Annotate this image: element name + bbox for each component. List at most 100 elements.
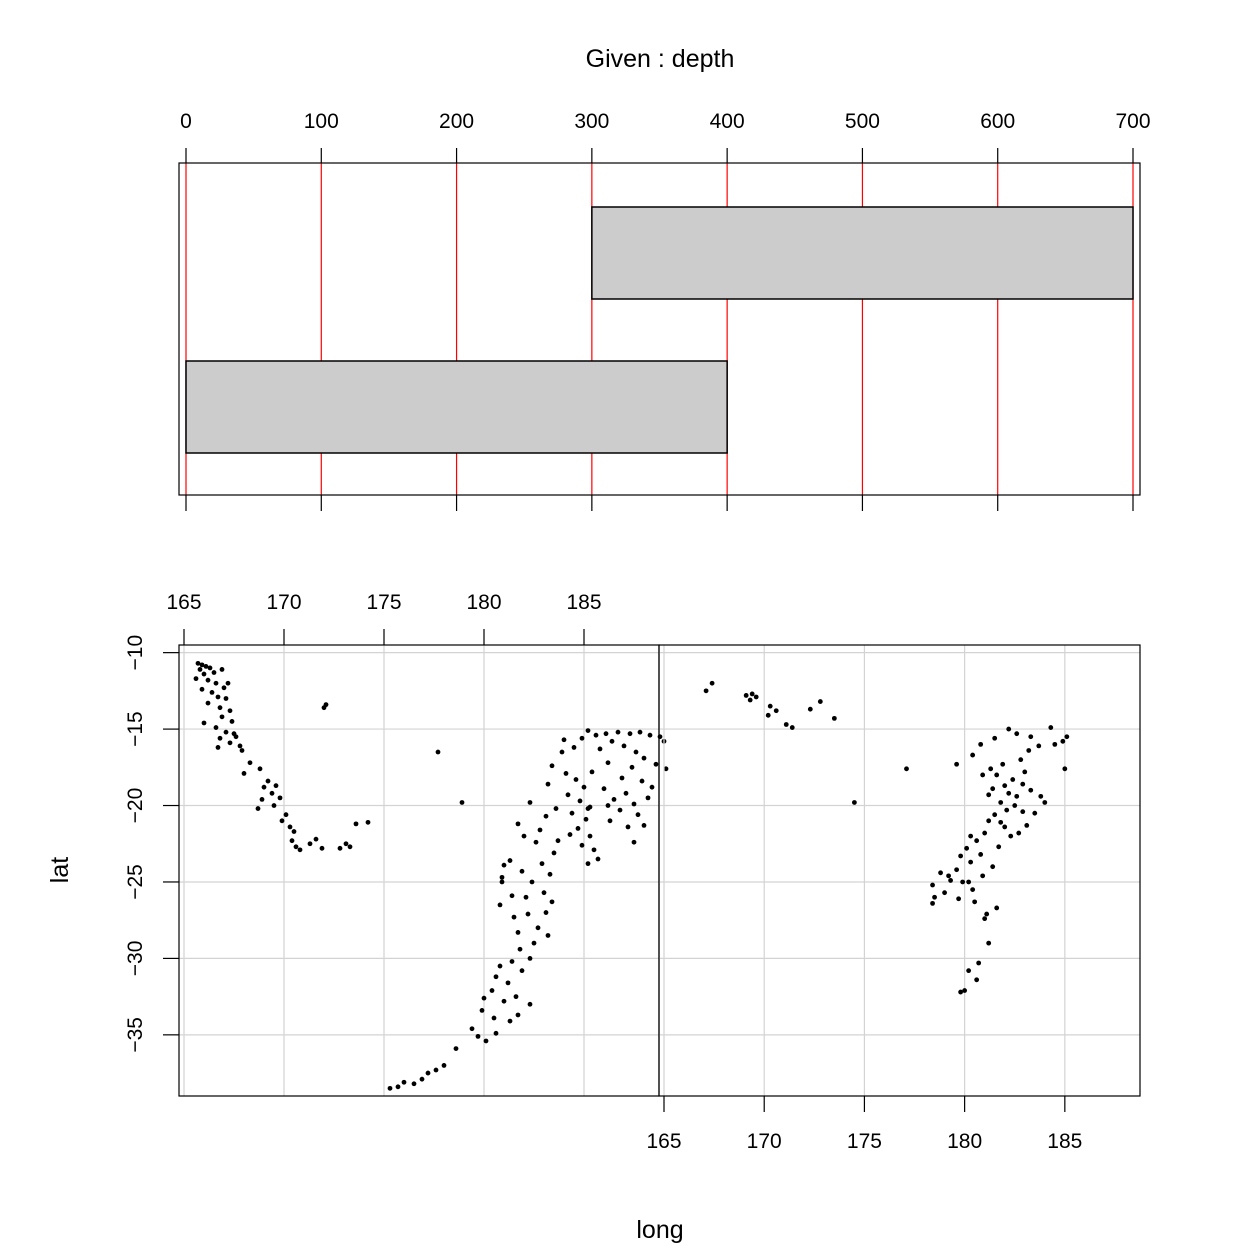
data-point: [539, 861, 545, 867]
data-point: [633, 749, 639, 755]
data-point: [545, 781, 551, 787]
data-point: [259, 797, 265, 802]
data-point: [227, 708, 233, 714]
data-point: [535, 925, 541, 931]
data-point: [499, 874, 505, 880]
data-point: [976, 960, 982, 966]
data-point: [980, 873, 986, 879]
data-point: [567, 832, 573, 837]
data-point: [509, 893, 515, 899]
data-point: [1052, 741, 1058, 747]
data-point: [219, 714, 225, 720]
data-point: [585, 861, 591, 867]
data-point: [509, 959, 515, 964]
data-point: [1038, 793, 1044, 799]
data-point: [703, 688, 709, 694]
y-tick-label: −20: [124, 788, 147, 824]
data-point: [547, 871, 553, 877]
data-point: [219, 667, 225, 672]
data-point: [529, 879, 535, 885]
data-point: [990, 786, 996, 792]
data-point: [269, 790, 275, 796]
given-tick-label: 500: [845, 110, 880, 133]
data-point: [565, 792, 571, 798]
data-point: [1004, 807, 1010, 813]
data-point: [193, 676, 199, 682]
data-point: [851, 800, 857, 805]
data-point: [1028, 787, 1034, 793]
data-point: [998, 800, 1004, 805]
data-point: [942, 890, 947, 896]
data-point: [589, 769, 595, 775]
data-point: [966, 968, 972, 974]
data-point: [964, 845, 970, 851]
data-point: [1062, 766, 1068, 772]
data-point: [483, 1038, 489, 1044]
data-point: [233, 734, 239, 740]
data-point: [515, 930, 521, 935]
data-point: [201, 720, 207, 726]
data-point: [980, 772, 986, 778]
data-point: [585, 806, 591, 811]
data-point: [1022, 769, 1028, 775]
data-point: [221, 685, 227, 691]
data-point: [271, 803, 277, 808]
data-point: [603, 731, 609, 737]
data-point: [709, 680, 715, 686]
data-point: [531, 940, 537, 946]
data-point: [597, 746, 603, 752]
data-point: [1064, 734, 1070, 740]
data-point: [653, 761, 659, 767]
data-point: [283, 812, 289, 818]
data-point: [561, 737, 567, 743]
data-point: [607, 818, 613, 824]
data-point: [992, 812, 998, 818]
data-point: [982, 916, 988, 922]
data-point: [387, 1085, 393, 1091]
data-point: [215, 745, 221, 750]
data-point: [313, 836, 319, 842]
given-interval-bar: [185, 360, 728, 454]
given-tick-label: 100: [304, 110, 339, 133]
data-point: [501, 998, 507, 1004]
data-point: [493, 1030, 499, 1036]
data-point: [279, 818, 285, 824]
data-point: [958, 853, 964, 859]
data-point: [297, 847, 303, 853]
data-point: [1014, 793, 1020, 799]
data-point: [978, 852, 984, 857]
data-point: [499, 879, 505, 885]
scatter-panels: 165 165 170 170 175 175 180 180 185 185 −10 −15 −20 −…: [124, 591, 1141, 1153]
given-tick-label: 700: [1115, 110, 1150, 133]
data-point: [984, 911, 990, 917]
scatter-panel-border: [178, 644, 660, 1097]
data-point: [982, 830, 988, 836]
data-point: [319, 845, 325, 851]
data-point: [213, 680, 219, 686]
data-point: [966, 879, 972, 885]
data-point: [521, 833, 527, 839]
data-point: [611, 797, 617, 802]
data-point: [623, 790, 629, 796]
data-point: [1000, 761, 1006, 767]
data-point: [968, 833, 974, 839]
data-point: [990, 864, 996, 870]
data-point: [938, 870, 943, 876]
data-point: [205, 677, 211, 683]
data-point: [197, 667, 203, 672]
data-point: [988, 766, 994, 772]
data-point: [551, 850, 557, 856]
x-bottom-tick-label: 180: [947, 1130, 982, 1153]
data-point: [481, 995, 487, 1001]
data-point: [201, 671, 207, 677]
data-point: [247, 760, 253, 766]
given-tick-label: 400: [710, 110, 745, 133]
data-point: [1028, 734, 1034, 740]
data-point: [904, 766, 909, 772]
data-point: [1060, 738, 1066, 744]
given-panel-border: [178, 162, 1141, 496]
data-point: [555, 838, 561, 844]
data-point: [425, 1070, 431, 1076]
data-point: [1048, 725, 1054, 730]
data-point: [1016, 830, 1022, 836]
